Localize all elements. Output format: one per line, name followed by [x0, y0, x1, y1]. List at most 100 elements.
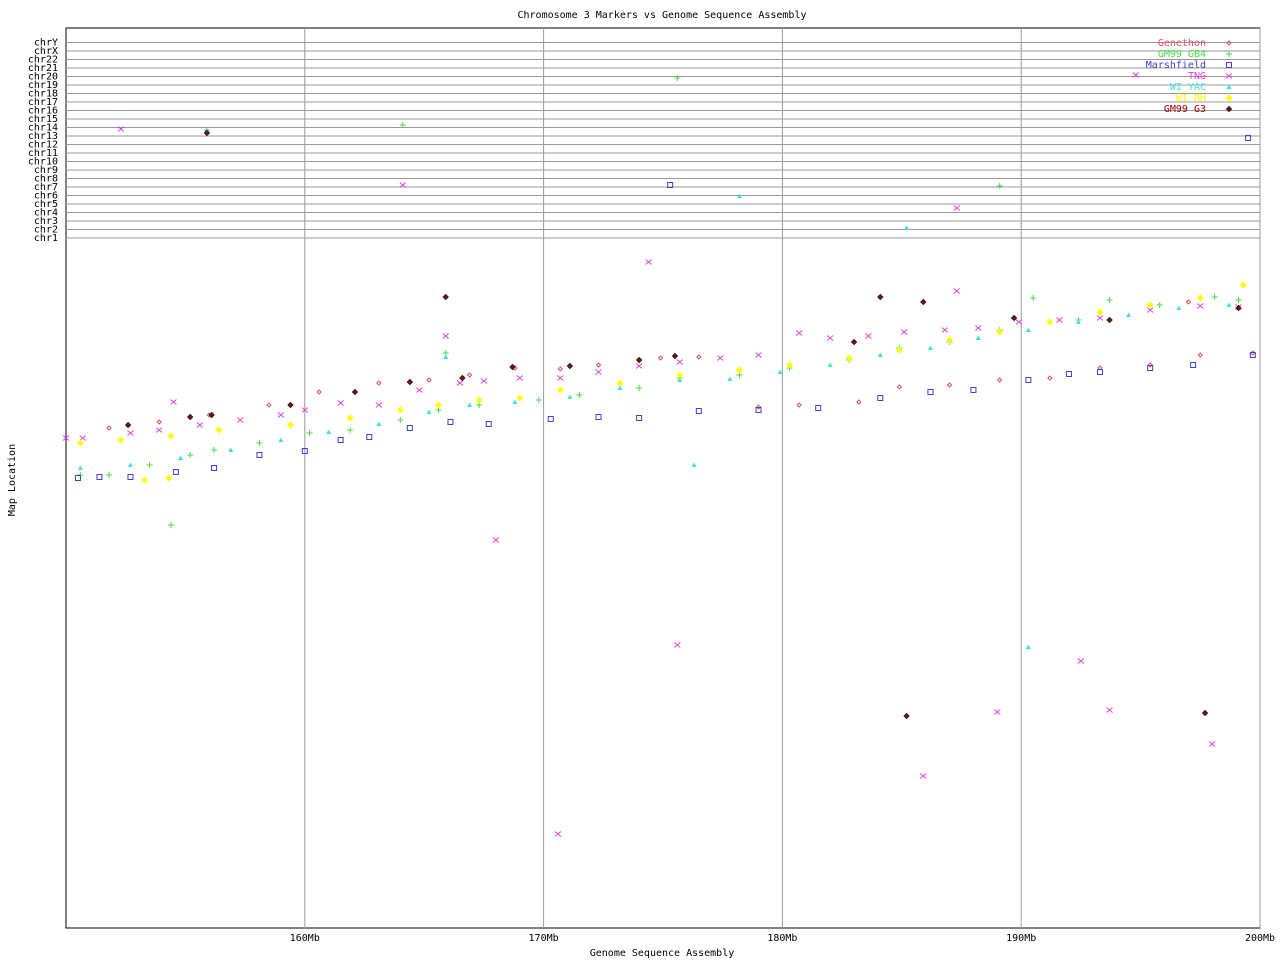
- legend-marker: [1226, 51, 1232, 57]
- data-point: [997, 377, 1003, 383]
- data-point: [416, 387, 423, 393]
- data-point: [1106, 297, 1113, 303]
- data-point: [467, 402, 473, 407]
- data-point: [996, 328, 1004, 336]
- data-point: [815, 405, 822, 411]
- data-point: [736, 193, 742, 198]
- y-tick-label: chr5: [34, 199, 58, 210]
- data-point: [856, 399, 862, 405]
- y-tick-label: chr11: [28, 148, 58, 159]
- data-point: [1076, 319, 1082, 324]
- data-point: [920, 298, 927, 306]
- data-point: [946, 382, 953, 388]
- data-point: [826, 335, 834, 341]
- data-point: [1025, 377, 1032, 383]
- data-point: [716, 355, 724, 361]
- data-point: [347, 427, 354, 433]
- data-point: [595, 414, 602, 420]
- data-point: [595, 362, 602, 368]
- data-point: [877, 293, 884, 301]
- legend-label: WI YAC: [1170, 82, 1206, 93]
- data-point: [492, 537, 500, 543]
- data-point: [156, 419, 162, 425]
- data-point: [475, 396, 483, 404]
- data-point: [509, 363, 516, 371]
- legend-label: Genethon: [1158, 38, 1206, 49]
- data-point: [554, 831, 562, 837]
- x-tick-label: 160Mb: [290, 933, 320, 944]
- data-point: [443, 354, 449, 359]
- data-point: [1015, 319, 1023, 325]
- x-tick-label: 170Mb: [529, 933, 559, 944]
- data-point: [1025, 644, 1031, 649]
- data-point: [399, 182, 407, 188]
- y-tick-label: chr14: [28, 123, 58, 134]
- data-point: [845, 354, 853, 362]
- data-point: [755, 404, 762, 410]
- data-point: [953, 288, 961, 294]
- plot-frame: [65, 27, 1261, 929]
- data-point: [567, 394, 573, 399]
- y-tick-label: chr13: [28, 131, 58, 142]
- data-point: [1211, 294, 1218, 300]
- legend-marker: [1225, 105, 1233, 113]
- y-tick-label: chr7: [34, 182, 58, 193]
- data-point: [975, 335, 981, 340]
- data-point: [1197, 352, 1204, 358]
- data-point: [904, 225, 910, 230]
- data-point: [667, 182, 674, 188]
- data-point: [1245, 135, 1252, 141]
- data-point: [1146, 301, 1154, 309]
- data-point: [286, 421, 294, 429]
- data-point: [326, 429, 332, 434]
- data-point: [376, 421, 382, 426]
- data-point: [900, 329, 908, 335]
- data-point: [406, 425, 413, 431]
- data-point: [127, 430, 134, 436]
- data-point: [974, 325, 982, 331]
- data-point: [1147, 365, 1154, 371]
- data-point: [211, 465, 218, 471]
- data-point: [547, 416, 554, 422]
- data-point: [635, 363, 643, 369]
- legend-marker: [1226, 84, 1232, 89]
- y-tick-label: chr8: [34, 174, 58, 185]
- data-point: [480, 378, 488, 384]
- data-point: [74, 475, 81, 481]
- y-tick-label: chr10: [28, 157, 58, 168]
- data-point: [1126, 312, 1132, 317]
- chart-title: Chromosome 3 Markers vs Genome Sequence …: [518, 10, 807, 21]
- data-point: [435, 401, 443, 409]
- data-point: [970, 387, 977, 393]
- data-point: [337, 437, 344, 443]
- data-point: [877, 352, 883, 357]
- data-point: [676, 371, 684, 379]
- data-point: [105, 472, 112, 478]
- data-point: [674, 75, 681, 81]
- data-point: [170, 399, 177, 405]
- data-point: [1146, 307, 1154, 313]
- data-point: [168, 522, 175, 528]
- y-tick-label: chr18: [28, 89, 58, 100]
- data-point: [396, 406, 404, 414]
- data-point: [76, 439, 84, 447]
- y-axis-label: Map Location: [7, 444, 18, 516]
- y-tick-label: chr4: [34, 208, 58, 219]
- data-point: [141, 476, 149, 484]
- data-point: [447, 419, 454, 425]
- data-point: [556, 386, 564, 394]
- data-point: [1196, 294, 1204, 302]
- data-point: [186, 413, 194, 421]
- data-point: [657, 355, 664, 361]
- data-point: [442, 333, 450, 339]
- data-point: [237, 417, 244, 423]
- data-point: [1249, 352, 1256, 358]
- x-tick-label: 200Mb: [1245, 933, 1275, 944]
- data-point: [1096, 315, 1104, 321]
- data-point: [1176, 305, 1182, 310]
- data-point: [301, 407, 309, 413]
- data-point: [896, 384, 903, 390]
- data-point: [556, 375, 564, 381]
- data-point: [337, 400, 344, 406]
